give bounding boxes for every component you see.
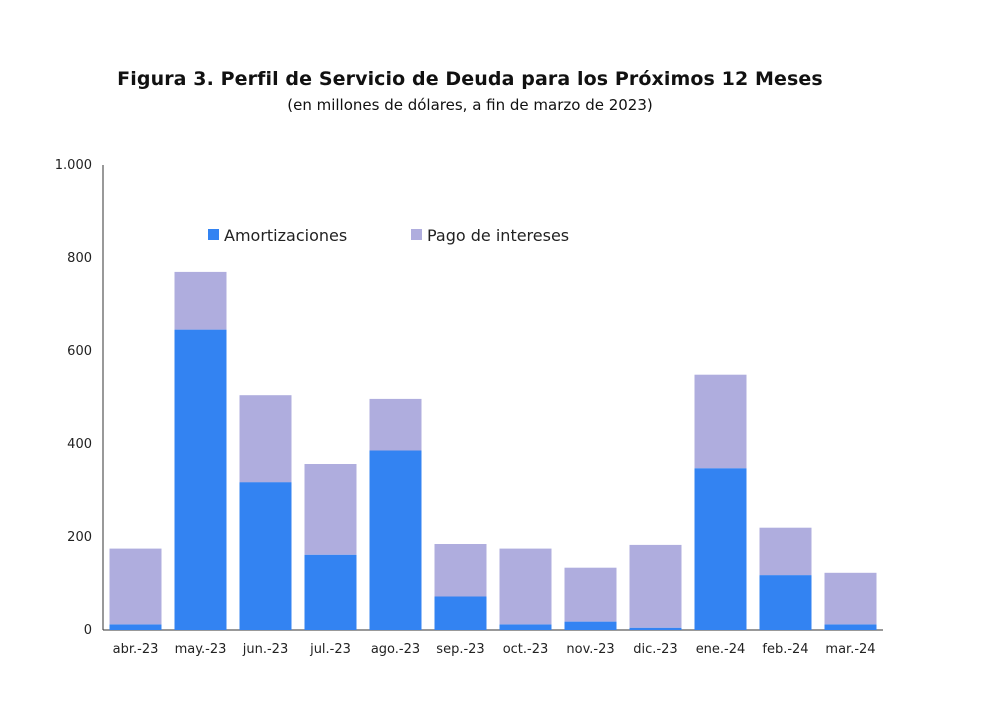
chart-subtitle: (en millones de dólares, a fin de marzo … [287, 96, 653, 114]
x-tick-label: mar.-24 [825, 642, 875, 657]
bar-pago-de-intereses [499, 548, 552, 625]
x-tick-label: ene.-24 [696, 642, 746, 657]
x-tick-label: oct.-23 [503, 642, 549, 657]
legend-swatch [411, 229, 422, 240]
bar-pago-de-intereses [304, 464, 357, 555]
bar-amortizaciones [694, 468, 747, 630]
y-tick-label: 800 [67, 251, 92, 266]
bar-amortizaciones [759, 575, 812, 630]
y-tick-label: 600 [67, 344, 92, 359]
bar-amortizaciones [239, 482, 292, 630]
bar-amortizaciones [304, 554, 357, 630]
x-tick-label: dic.-23 [633, 642, 677, 657]
x-tick-label: ago.-23 [371, 642, 420, 657]
legend-swatch [208, 229, 219, 240]
y-tick-label: 400 [67, 437, 92, 452]
y-tick-label: 1.000 [55, 158, 92, 173]
bar-amortizaciones [434, 596, 487, 630]
x-tick-label: jul.-23 [309, 642, 351, 657]
x-tick-label: sep.-23 [436, 642, 484, 657]
bar-pago-de-intereses [239, 395, 292, 483]
legend-label: Amortizaciones [224, 226, 347, 245]
bar-pago-de-intereses [694, 374, 747, 469]
x-tick-label: feb.-24 [762, 642, 808, 657]
y-tick-labels: 0 200 400 600 800 1.000 [55, 158, 92, 638]
bar-amortizaciones [629, 627, 682, 630]
bar-pago-de-intereses [759, 527, 812, 576]
bar-pago-de-intereses [629, 544, 682, 628]
bar-pago-de-intereses [369, 398, 422, 451]
bar-pago-de-intereses [824, 572, 877, 625]
x-tick-label: nov.-23 [566, 642, 614, 657]
bar-amortizaciones [109, 624, 162, 630]
x-tick-label: may.-23 [175, 642, 227, 657]
chart-title: Figura 3. Perfil de Servicio de Deuda pa… [117, 68, 823, 90]
bar-pago-de-intereses [109, 548, 162, 625]
y-tick-label: 0 [84, 623, 92, 638]
bar-amortizaciones [564, 621, 617, 630]
x-tick-label: abr.-23 [113, 642, 159, 657]
bar-amortizaciones [369, 450, 422, 630]
bar-amortizaciones [499, 624, 552, 630]
bar-pago-de-intereses [174, 271, 227, 330]
bar-pago-de-intereses [434, 544, 487, 597]
bar-amortizaciones [174, 329, 227, 630]
legend-label: Pago de intereses [427, 226, 569, 245]
x-tick-label: jun.-23 [242, 642, 288, 657]
bar-amortizaciones [824, 624, 877, 630]
bar-pago-de-intereses [564, 567, 617, 622]
y-tick-label: 200 [67, 530, 92, 545]
legend: Amortizaciones Pago de intereses [208, 226, 569, 245]
x-tick-labels: abr.-23 may.-23 jun.-23 jul.-23 ago.-23 sep.-… [113, 642, 876, 657]
bar-group [109, 271, 877, 630]
